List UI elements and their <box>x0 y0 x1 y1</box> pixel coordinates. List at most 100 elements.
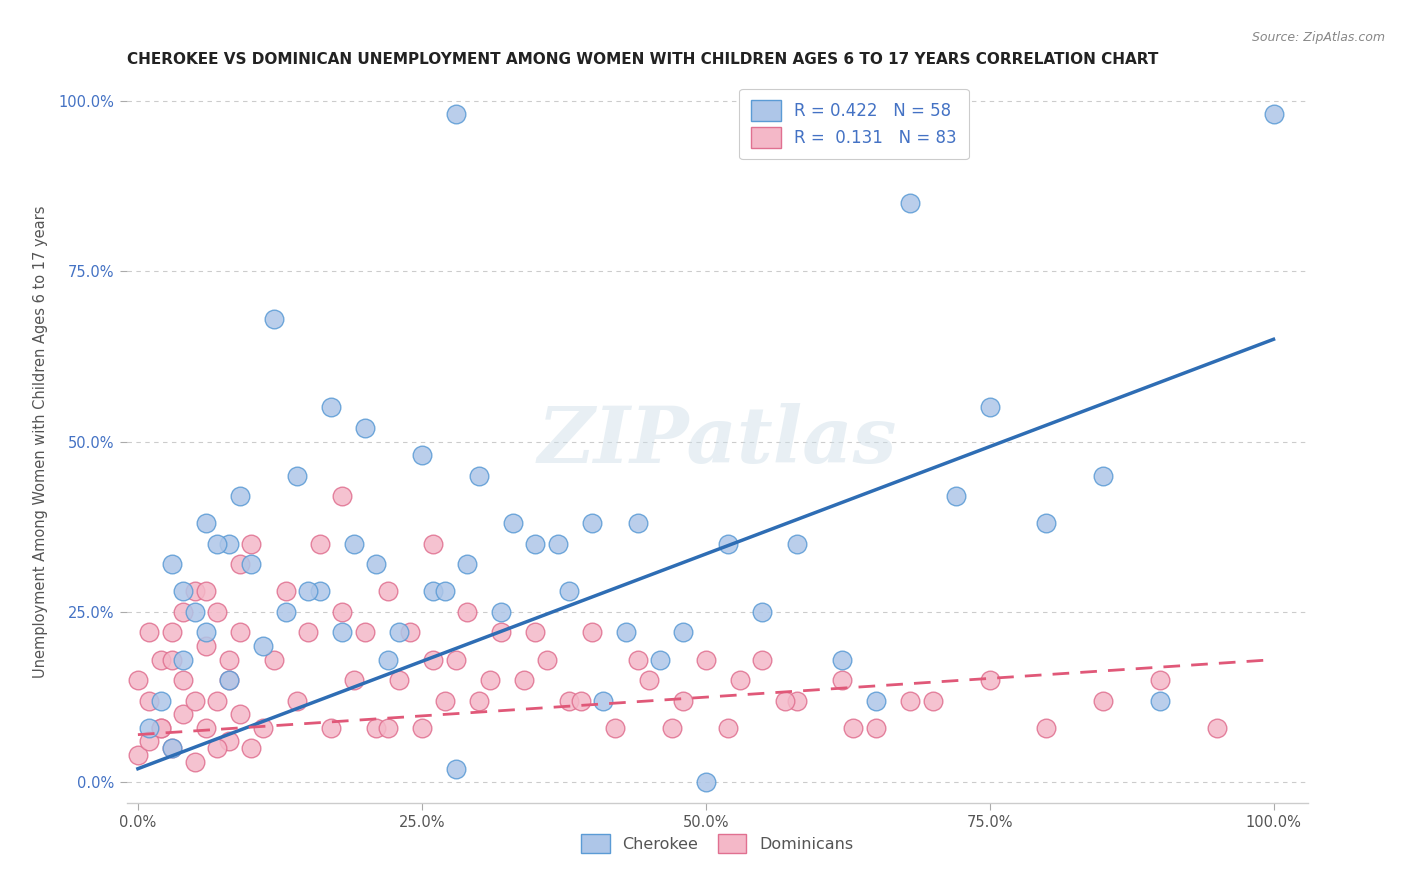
Point <box>979 401 1001 415</box>
Point <box>1092 468 1115 483</box>
Point <box>297 584 319 599</box>
Point <box>285 468 308 483</box>
Point <box>1263 107 1285 121</box>
Point <box>921 693 943 707</box>
Point <box>569 693 592 707</box>
Point <box>172 584 194 599</box>
Point <box>229 625 252 640</box>
Point <box>786 537 808 551</box>
Point <box>626 516 648 531</box>
Point <box>160 741 183 756</box>
Point <box>377 721 399 735</box>
Point <box>695 775 717 789</box>
Point <box>865 721 887 735</box>
Point <box>717 537 740 551</box>
Point <box>581 516 603 531</box>
Point <box>195 721 218 735</box>
Point <box>172 707 194 722</box>
Point <box>558 693 581 707</box>
Point <box>865 693 887 707</box>
Point <box>399 625 422 640</box>
Point <box>240 537 263 551</box>
Point <box>672 625 695 640</box>
Point <box>183 584 205 599</box>
Point <box>478 673 501 687</box>
Point <box>160 625 183 640</box>
Point <box>354 421 377 435</box>
Point <box>343 537 366 551</box>
Point <box>263 653 285 667</box>
Point <box>308 584 330 599</box>
Point <box>751 605 773 619</box>
Point <box>297 625 319 640</box>
Point <box>252 639 274 653</box>
Point <box>218 673 240 687</box>
Point <box>614 625 637 640</box>
Point <box>274 584 297 599</box>
Point <box>717 721 740 735</box>
Point <box>195 639 218 653</box>
Point <box>377 584 399 599</box>
Point <box>661 721 683 735</box>
Point <box>1149 673 1171 687</box>
Point <box>218 653 240 667</box>
Point <box>330 625 353 640</box>
Point <box>695 653 717 667</box>
Point <box>149 693 172 707</box>
Point <box>558 584 581 599</box>
Point <box>138 721 160 735</box>
Point <box>229 489 252 503</box>
Point <box>1035 721 1057 735</box>
Point <box>229 558 252 572</box>
Point <box>433 584 456 599</box>
Point <box>524 625 547 640</box>
Point <box>433 693 456 707</box>
Point <box>330 605 353 619</box>
Point <box>388 673 411 687</box>
Point <box>1205 721 1227 735</box>
Point <box>502 516 524 531</box>
Point <box>831 653 853 667</box>
Point <box>207 537 229 551</box>
Point <box>172 605 194 619</box>
Point <box>308 537 330 551</box>
Point <box>626 653 648 667</box>
Point <box>218 734 240 748</box>
Text: ZIPatlas: ZIPatlas <box>537 403 897 480</box>
Point <box>138 693 160 707</box>
Point <box>330 489 353 503</box>
Text: Source: ZipAtlas.com: Source: ZipAtlas.com <box>1251 31 1385 45</box>
Point <box>354 625 377 640</box>
Point <box>536 653 558 667</box>
Point <box>898 693 921 707</box>
Point <box>160 653 183 667</box>
Point <box>138 734 160 748</box>
Point <box>285 693 308 707</box>
Point <box>491 605 513 619</box>
Point <box>172 653 194 667</box>
Point <box>240 741 263 756</box>
Point <box>195 516 218 531</box>
Point <box>207 693 229 707</box>
Point <box>1149 693 1171 707</box>
Point <box>1092 693 1115 707</box>
Point <box>444 107 467 121</box>
Point <box>195 584 218 599</box>
Point <box>751 653 773 667</box>
Point <box>444 762 467 776</box>
Point <box>491 625 513 640</box>
Point <box>149 653 172 667</box>
Point <box>592 693 614 707</box>
Point <box>524 537 547 551</box>
Point <box>422 584 444 599</box>
Point <box>366 721 388 735</box>
Point <box>603 721 626 735</box>
Point <box>411 448 433 462</box>
Point <box>240 558 263 572</box>
Point <box>422 653 444 667</box>
Point <box>160 741 183 756</box>
Point <box>979 673 1001 687</box>
Point <box>207 741 229 756</box>
Point <box>183 755 205 769</box>
Point <box>388 625 411 640</box>
